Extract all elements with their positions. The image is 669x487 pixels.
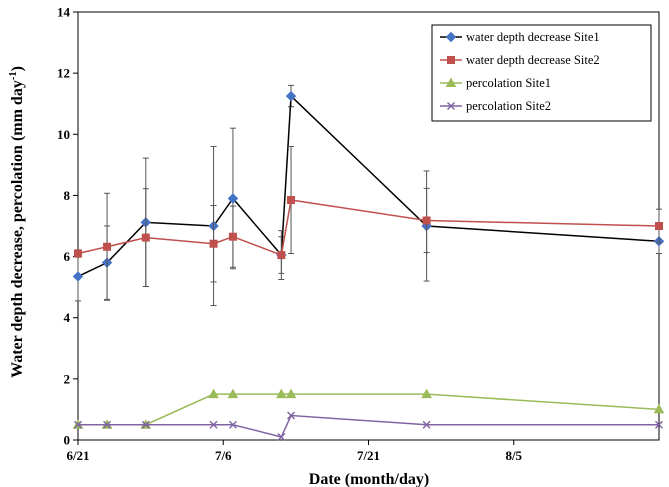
y-axis-title: Water depth decrease, percolation (mm da… (8, 66, 26, 378)
data-point (209, 239, 218, 248)
data-point (422, 216, 431, 225)
series-line (78, 414, 659, 438)
data-point (74, 420, 82, 429)
legend-marker (447, 102, 455, 110)
data-point (287, 196, 296, 205)
y-tick-label: 6 (64, 249, 71, 264)
y-tick-label: 0 (64, 433, 71, 448)
legend-item: percolation Site1 (440, 76, 551, 90)
data-point (141, 233, 150, 242)
data-point (285, 388, 297, 399)
series-line (77, 94, 660, 278)
legend-label: percolation Site1 (466, 76, 551, 90)
data-point (227, 193, 239, 204)
data-point (141, 420, 150, 429)
data-point (277, 432, 286, 441)
x-tick-label: 7/21 (357, 448, 380, 463)
series-percolation-site1 (72, 388, 665, 429)
series-water-depth-decrease-site2 (74, 146, 663, 301)
data-point (103, 420, 112, 429)
data-point (103, 242, 112, 251)
svg-text:Water depth decrease, percolat: Water depth decrease, percolation (mm da… (8, 66, 26, 378)
legend-marker (447, 56, 455, 64)
data-point (422, 420, 431, 429)
data-point (655, 420, 663, 429)
data-point (287, 411, 296, 420)
data-point (208, 388, 219, 399)
series-percolation-site2 (74, 411, 663, 441)
legend-label: water depth decrease Site1 (466, 30, 600, 44)
y-tick-label: 4 (64, 310, 71, 325)
legend-box (431, 24, 652, 122)
data-point (228, 420, 237, 429)
data-point (72, 271, 84, 282)
x-tick-label: 6/21 (66, 448, 89, 463)
data-point (209, 420, 218, 429)
legend-label: percolation Site2 (466, 99, 551, 113)
y-tick-label: 2 (64, 371, 71, 386)
legend: water depth decrease Site1 water depth de… (431, 24, 652, 122)
series-line (77, 199, 660, 257)
legend-item: water depth decrease Site2 (440, 53, 600, 67)
x-tick-label: 7/6 (215, 448, 232, 463)
legend-item: water depth decrease Site1 (440, 30, 600, 44)
data-point (421, 388, 432, 399)
data-point (228, 232, 237, 241)
legend-marker (445, 77, 457, 87)
data-point (285, 90, 297, 102)
y-tick-label: 12 (57, 66, 70, 81)
data-point (655, 222, 663, 230)
data-point (74, 249, 82, 258)
data-point (653, 403, 665, 414)
y-tick-label: 14 (57, 5, 71, 20)
plot-area: 0 2 4 6 8 10 12 14 6/21 7/6 7/21 8/5 (57, 5, 665, 463)
y-tick-label: 8 (64, 188, 71, 203)
y-tick-label: 10 (57, 127, 70, 142)
data-point (275, 388, 287, 399)
x-axis-title: Date (month/day) (309, 471, 429, 487)
legend-marker (445, 31, 457, 43)
legend-item: percolation Site2 (440, 99, 551, 113)
legend-label: water depth decrease Site2 (466, 53, 600, 67)
x-tick-label: 8/5 (505, 448, 522, 463)
data-point (277, 251, 286, 260)
data-point (227, 388, 239, 399)
